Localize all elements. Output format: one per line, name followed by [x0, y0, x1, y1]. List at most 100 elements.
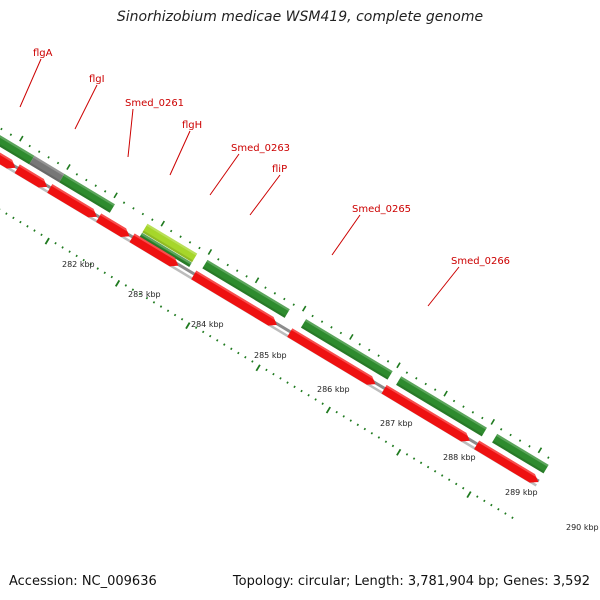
reverse-genes-layer	[0, 121, 541, 487]
kbp-tick	[377, 436, 381, 439]
gene-flgI[interactable]	[0, 112, 35, 165]
forward-tick	[217, 258, 220, 261]
kbp-tick	[230, 347, 233, 351]
kbp-ticks-layer	[0, 208, 514, 520]
forward-tick	[415, 377, 418, 380]
reverse-gene-arrow[interactable]	[47, 184, 99, 221]
reverse-gene-arrow[interactable]	[381, 384, 472, 445]
forward-tick	[367, 348, 371, 352]
forward-tick	[273, 292, 277, 295]
kbp-tick	[440, 474, 444, 477]
gene-Smed-0266[interactable]	[300, 319, 393, 380]
kbp-tick	[335, 410, 338, 414]
kbp-tick	[462, 486, 465, 490]
reverse-gene-arrow[interactable]	[474, 440, 541, 487]
reverse-gene-arrow[interactable]	[287, 328, 378, 388]
kbp-tick	[321, 402, 324, 405]
kbp-label: 289 kbp	[505, 488, 538, 497]
forward-tick	[169, 229, 173, 233]
gene-label-leader	[209, 153, 240, 196]
forward-tick	[94, 184, 97, 187]
kbp-tick	[447, 478, 451, 481]
forward-tick	[113, 192, 118, 199]
kbp-label: 285 kbp	[254, 351, 287, 360]
gene-edge-forward[interactable]	[492, 433, 549, 474]
kbp-tick	[209, 334, 212, 338]
forward-tick	[320, 320, 324, 323]
forward-tick	[226, 263, 229, 267]
forward-tick	[66, 163, 71, 170]
gene-label[interactable]: flgH	[182, 120, 202, 131]
kbp-tick	[511, 516, 514, 520]
gene-fliP-band[interactable]	[139, 232, 192, 267]
kbp-tick	[124, 284, 128, 287]
kbp-tick	[216, 339, 219, 342]
gene-label[interactable]: Smed_0265	[352, 204, 411, 215]
kbp-tick	[255, 364, 261, 372]
gene-Smed-0261[interactable]	[29, 155, 65, 183]
forward-tick	[122, 201, 126, 204]
accession-text: Accession: NC_009636	[9, 574, 157, 589]
kbp-label: 284 kbp	[191, 320, 224, 329]
kbp-tick	[426, 465, 430, 469]
forward-tick	[254, 277, 260, 284]
kbp-tick	[497, 508, 500, 511]
forward-tick	[37, 150, 41, 153]
kbp-tick	[5, 212, 8, 215]
kbp-tick	[19, 220, 22, 224]
kbp-tick	[476, 495, 479, 498]
kbp-labels-layer: 282 kbp 283 kbp 284 kbp 285 kbp 286 kbp 287 k…	[62, 260, 599, 532]
reverse-gene-arrow[interactable]	[129, 233, 180, 270]
forward-tick	[9, 133, 13, 136]
kbp-tick	[265, 368, 268, 372]
kbp-label: 288 kbp	[443, 453, 476, 462]
gene-Smed-0265[interactable]	[202, 259, 290, 318]
forward-tick	[188, 241, 192, 244]
gene-label-leader	[19, 58, 42, 108]
forward-tick	[349, 333, 354, 340]
backbone-layer	[0, 155, 540, 487]
kbp-tick	[194, 326, 198, 329]
kbp-tick	[89, 263, 92, 266]
reverse-gene-arrow[interactable]	[191, 270, 279, 330]
gene-next-forward[interactable]	[396, 376, 487, 437]
gene-fliP[interactable]	[142, 223, 198, 263]
forward-tick	[132, 207, 135, 210]
reverse-gene-arrow[interactable]	[14, 164, 50, 192]
forward-tick	[292, 303, 295, 306]
gene-label[interactable]: Smed_0263	[231, 143, 290, 154]
gene-label[interactable]: flgI	[89, 74, 105, 85]
forward-tick	[330, 326, 333, 329]
gene-label-leader	[127, 108, 134, 158]
forward-tick	[151, 218, 154, 221]
kbp-tick	[490, 503, 493, 507]
forward-tick	[377, 354, 380, 357]
kbp-tick	[173, 313, 177, 317]
forward-tick	[452, 399, 456, 403]
forward-tick	[207, 248, 213, 255]
genome-summary-text: Topology: circular; Length: 3,781,904 bp…	[232, 574, 590, 589]
backbone-line	[0, 155, 540, 483]
kbp-tick	[237, 351, 240, 355]
forward-tick	[47, 156, 50, 159]
kbp-label: 286 kbp	[317, 385, 350, 394]
kbp-tick	[103, 271, 106, 275]
kbp-tick	[54, 241, 57, 245]
forward-tick	[528, 445, 531, 448]
gene-label[interactable]: flgA	[33, 48, 53, 59]
kbp-tick	[384, 440, 388, 443]
forward-genes-layer	[0, 112, 549, 474]
gene-label[interactable]: Smed_0261	[125, 98, 184, 109]
forward-tick	[301, 305, 307, 312]
kbp-tick	[138, 292, 142, 296]
gene-label[interactable]: Smed_0266	[451, 256, 510, 267]
kbp-tick	[405, 453, 409, 456]
forward-tick	[245, 275, 248, 278]
forward-tick	[509, 433, 512, 437]
gene-label[interactable]: fliP	[272, 164, 287, 175]
kbp-tick	[314, 398, 317, 401]
forward-tick	[462, 405, 465, 408]
forward-tick	[198, 246, 201, 250]
gene-flgH[interactable]	[59, 173, 115, 213]
reverse-gene-arrow[interactable]	[96, 213, 132, 240]
